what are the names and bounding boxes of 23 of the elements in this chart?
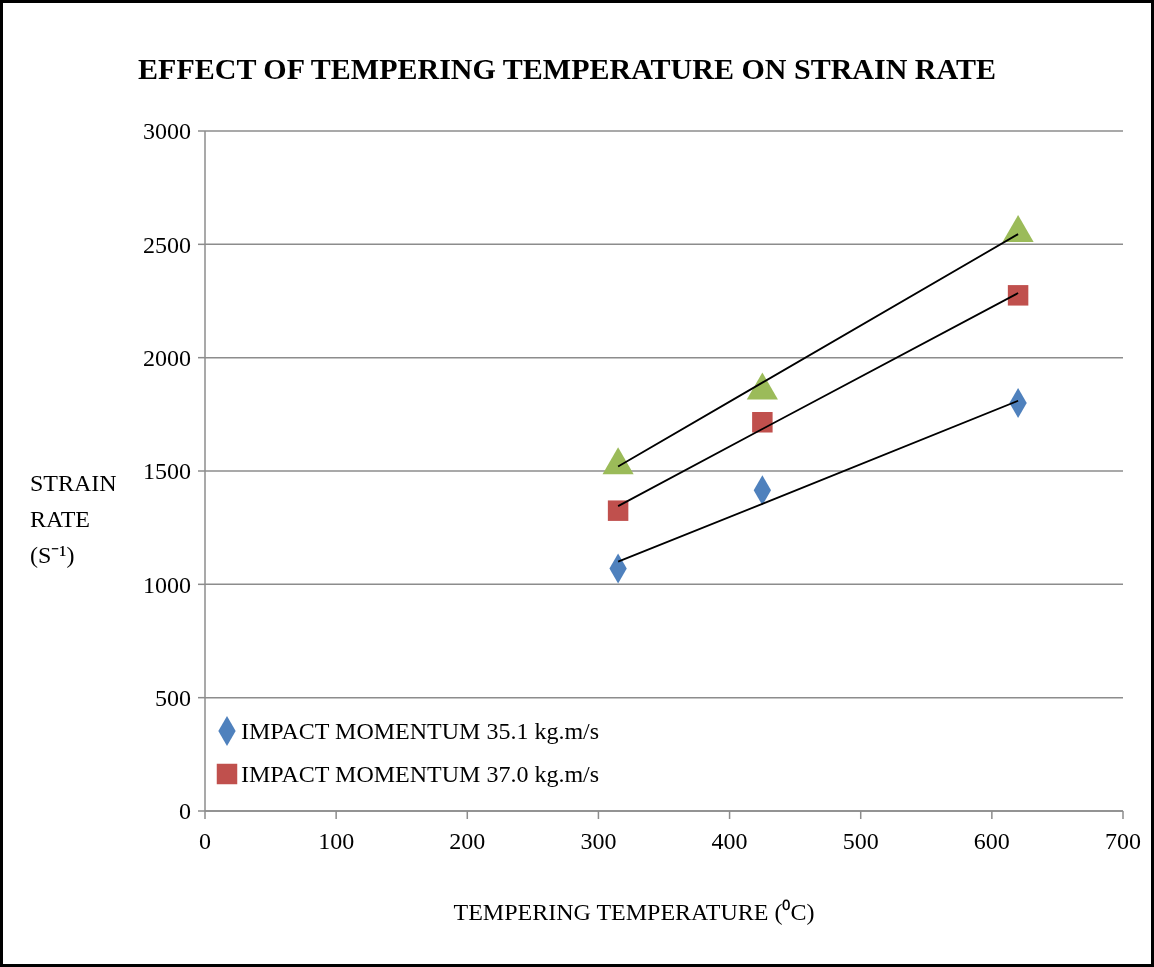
x-axis-title: TEMPERING TEMPERATURE (⁰C)	[453, 899, 815, 925]
y-tick-label: 1500	[143, 458, 191, 485]
point	[607, 500, 629, 521]
point	[1007, 285, 1029, 306]
y-tick-label: 0	[179, 798, 191, 825]
x-tick-label: 500	[842, 828, 879, 854]
y-tick-label: 500	[155, 685, 191, 712]
x-tick-label: 400	[711, 828, 748, 854]
x-tick-label: 300	[580, 828, 617, 854]
x-tick-label: 100	[318, 828, 355, 854]
x-tick-label: 200	[449, 828, 486, 854]
x-tick-label: 600	[973, 828, 1010, 854]
point	[752, 412, 773, 433]
y-axis-title: STRAIN RATE (S⁻¹)	[30, 470, 117, 568]
y-tick-label: 1000	[143, 571, 191, 598]
x-tick-label: 0	[199, 828, 211, 854]
y-tick-label: 3000	[143, 118, 191, 145]
legend-label: IMPACT MOMENTUM 37.0 kg.m/s	[241, 761, 600, 788]
y-tick-label: 2000	[143, 345, 191, 372]
x-tick-label: 700	[1105, 828, 1141, 854]
legend-label: IMPACT MOMENTUM 35.1 kg.m/s	[241, 718, 600, 745]
y-tick-label: 2500	[143, 231, 191, 258]
chart-title: EFFECT OF TEMPERING TEMPERATURE ON STRAIN RATE	[138, 52, 996, 85]
